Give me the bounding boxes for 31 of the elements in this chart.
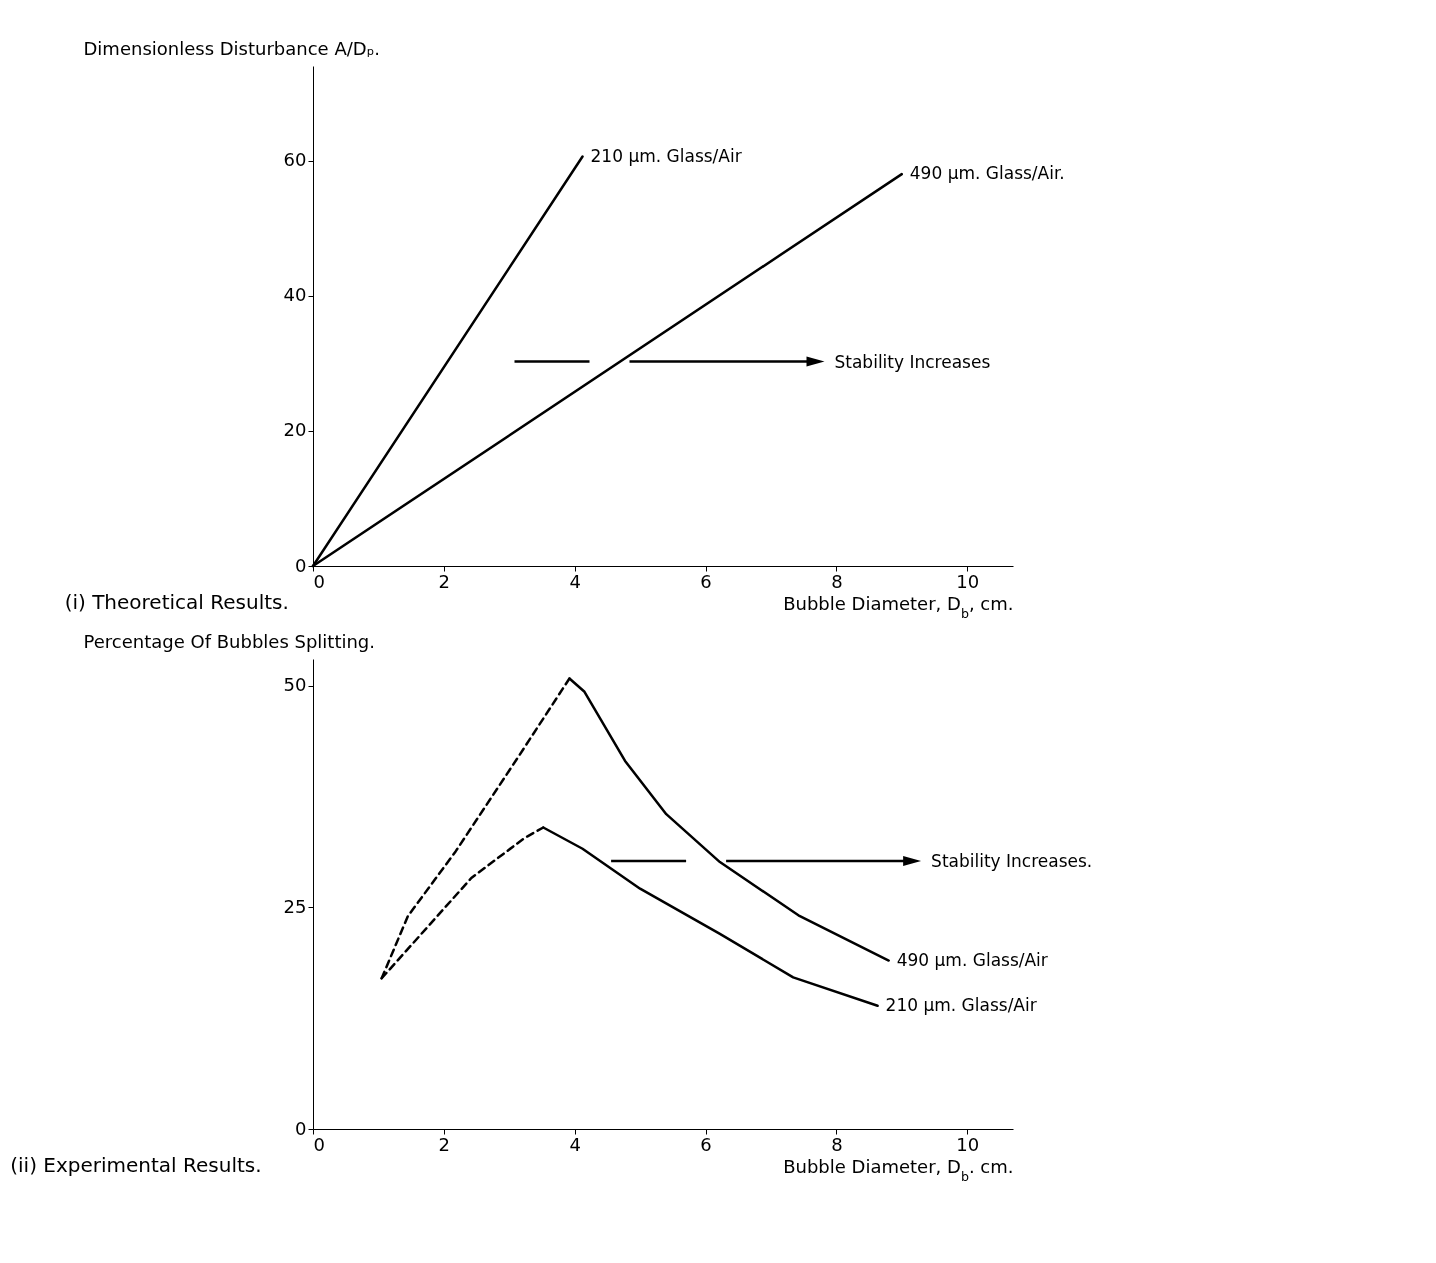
- text: (ii) Experimental Results.: [10, 1153, 262, 1177]
- x-tick-label: 6: [700, 570, 712, 592]
- x-tick-label: 4: [569, 1133, 581, 1155]
- x-tick-label: 10: [956, 570, 980, 592]
- x-tick-label: 6: [700, 1133, 712, 1155]
- y-tick-label: 40: [283, 284, 307, 306]
- y-tick-label: 25: [283, 895, 307, 917]
- annotation: Stability Increases: [834, 351, 991, 372]
- y-tick-label: 20: [283, 419, 307, 441]
- x-tick-label: 0: [313, 1133, 325, 1155]
- series-label: 490 µm. Glass/Air.: [909, 163, 1065, 184]
- y-tick-label: 0: [295, 1117, 307, 1139]
- x-tick-label: 2: [438, 570, 451, 592]
- x-tick-label: 4: [569, 570, 581, 592]
- x-axis-title: Bubble Diameter, D$_{b}$. cm.: [783, 1155, 1014, 1183]
- y-axis-title: Percentage Of Bubbles Splitting.: [83, 630, 376, 652]
- x-tick-label: 2: [438, 1133, 451, 1155]
- y-tick-label: 50: [283, 674, 307, 696]
- y-tick-label: 0: [295, 554, 307, 576]
- x-axis-title: Bubble Diameter, D$_{b}$, cm.: [783, 592, 1014, 620]
- y-axis-title: Dimensionless Disturbance A/Dₚ.: [83, 37, 381, 59]
- series-label: 490 µm. Glass/Air: [896, 949, 1048, 970]
- series-label: 210 µm. Glass/Air: [590, 145, 742, 166]
- x-tick-label: 8: [831, 1133, 843, 1155]
- x-tick-label: 10: [956, 1133, 980, 1155]
- annotation: Stability Increases.: [931, 851, 1093, 872]
- series-label: 210 µm. Glass/Air: [885, 994, 1037, 1015]
- text: (i) Theoretical Results.: [64, 590, 289, 614]
- y-tick-label: 60: [283, 149, 307, 171]
- x-tick-label: 8: [831, 570, 843, 592]
- x-tick-label: 0: [313, 570, 325, 592]
